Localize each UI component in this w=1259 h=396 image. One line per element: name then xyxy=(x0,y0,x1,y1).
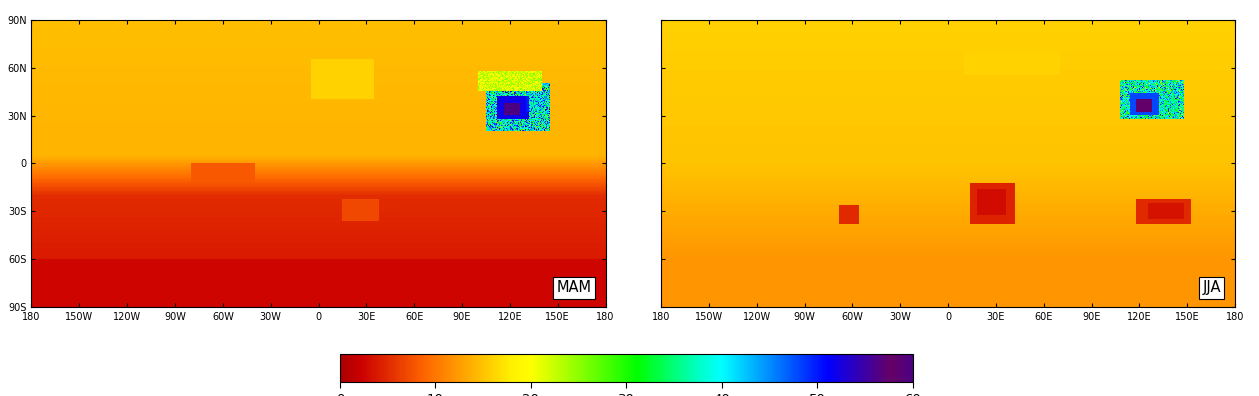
Text: MAM: MAM xyxy=(556,280,592,295)
Text: JJA: JJA xyxy=(1202,280,1221,295)
